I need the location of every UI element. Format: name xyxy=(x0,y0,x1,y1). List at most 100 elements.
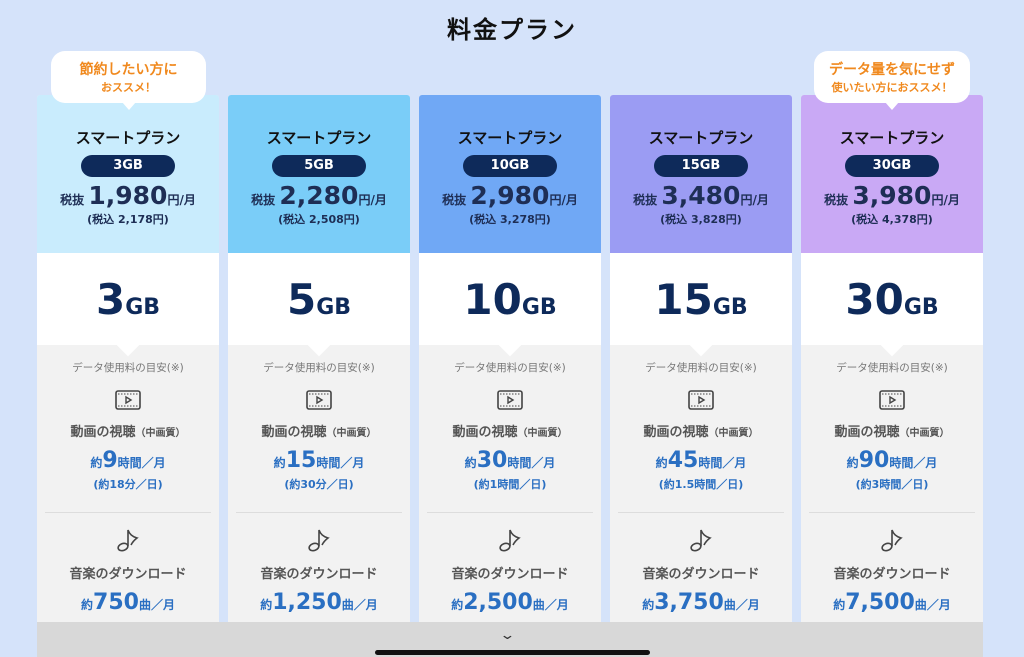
price-tax-in: (税込 2,508円) xyxy=(278,213,360,226)
gb-unit: GB xyxy=(316,295,352,320)
songs-unit: 曲／月 xyxy=(341,598,378,612)
price: 税抜 2,980円/月 xyxy=(419,181,601,210)
usage-note: データ使用料の目安(※) xyxy=(836,362,948,374)
approx-label: 約 xyxy=(833,598,846,612)
gb-unit: GB xyxy=(125,295,161,320)
video-hours: 9 xyxy=(102,448,118,473)
plan-header: スマートプラン 30GB 税抜 3,980円/月 (税込 4,378円) xyxy=(801,95,983,253)
price-unit: 円/月 xyxy=(167,193,196,207)
plan-card: スマートプラン 5GB 税抜 2,280円/月 (税込 2,508円) 5GB … xyxy=(228,95,410,622)
approx-label: 約 xyxy=(846,456,859,470)
songs-count: 3,750 xyxy=(654,590,724,615)
gb-value: 5 xyxy=(286,275,317,324)
data-amount: 5GB xyxy=(228,253,410,345)
plan-badge: 15GB xyxy=(654,155,748,177)
plan-header: スマートプラン 5GB 税抜 2,280円/月 (税込 2,508円) xyxy=(228,95,410,253)
songs-count: 7,500 xyxy=(845,590,915,615)
music-label: 音楽のダウンロード xyxy=(69,567,187,582)
hours-unit: 時間／月 xyxy=(698,456,747,470)
plan-card: スマートプラン 3GB 税抜 1,980円/月 (税込 2,178円) 3GB … xyxy=(37,95,219,622)
divider xyxy=(236,512,402,513)
bubble-line: おススメ！ xyxy=(101,81,156,94)
video-label: 動画の視聴 xyxy=(643,425,709,440)
music-note-icon xyxy=(881,529,903,552)
video-per-day: (約1.5時間／日) xyxy=(658,478,744,491)
page-title: 料金プラン xyxy=(447,16,577,44)
video-label: 動画の視聴 xyxy=(834,425,900,440)
approx-label: 約 xyxy=(273,456,286,470)
gb-value: 3 xyxy=(95,275,126,324)
plan-badge: 10GB xyxy=(463,155,557,177)
divider xyxy=(427,512,593,513)
video-quality: （中画質） xyxy=(708,428,759,439)
video-quality: （中画質） xyxy=(517,428,568,439)
music-label: 音楽のダウンロード xyxy=(451,567,569,582)
tax-ex-label: 税抜 xyxy=(633,193,658,207)
price-value: 1,980 xyxy=(88,181,168,210)
approx-label: 約 xyxy=(464,456,477,470)
gb-value: 10 xyxy=(463,275,522,324)
gb-unit: GB xyxy=(712,295,748,320)
approx-label: 約 xyxy=(655,456,668,470)
video-hours: 15 xyxy=(285,448,317,473)
gb-value: 30 xyxy=(845,275,904,324)
chevron-down-icon[interactable]: ⌄ xyxy=(499,628,516,643)
plan-name: スマートプラン xyxy=(648,129,754,147)
plan-header: スマートプラン 10GB 税抜 2,980円/月 (税込 3,278円) xyxy=(419,95,601,253)
gb-value: 15 xyxy=(654,275,713,324)
music-note-icon xyxy=(117,529,139,552)
songs-count: 750 xyxy=(93,590,139,615)
price-unit: 円/月 xyxy=(358,193,387,207)
plan-badge: 3GB xyxy=(81,155,175,177)
gb-unit: GB xyxy=(521,295,557,320)
video-per-day: (約18分／日) xyxy=(93,478,163,491)
hours-unit: 時間／月 xyxy=(316,456,365,470)
price-value: 2,980 xyxy=(470,181,550,210)
price: 税抜 1,980円/月 xyxy=(37,181,219,210)
usage-note: データ使用料の目安(※) xyxy=(72,362,184,374)
price-tax-in: (税込 4,378円) xyxy=(851,213,933,226)
video-icon xyxy=(688,390,714,410)
music-label: 音楽のダウンロード xyxy=(260,567,378,582)
bubble-line: 使いたい方におススメ！ xyxy=(831,81,953,94)
plan-card: スマートプラン 15GB 税抜 3,480円/月 (税込 3,828円) 15G… xyxy=(610,95,792,622)
price-value: 3,980 xyxy=(852,181,932,210)
video-per-day: (約30分／日) xyxy=(284,478,354,491)
music-label: 音楽のダウンロード xyxy=(642,567,760,582)
video-hours: 90 xyxy=(858,448,890,473)
hours-unit: 時間／月 xyxy=(507,456,556,470)
data-amount: 15GB xyxy=(610,253,792,345)
approx-label: 約 xyxy=(81,598,94,612)
approx-label: 約 xyxy=(260,598,273,612)
price-tax-in: (税込 2,178円) xyxy=(87,213,169,226)
tax-ex-label: 税抜 xyxy=(442,193,467,207)
divider xyxy=(45,512,211,513)
video-quality: （中画質） xyxy=(899,428,950,439)
usage-note: データ使用料の目安(※) xyxy=(263,362,375,374)
price-tax-in: (税込 3,828円) xyxy=(660,213,742,226)
plan-card: スマートプラン 30GB 税抜 3,980円/月 (税込 4,378円) 30G… xyxy=(801,95,983,622)
music-note-icon xyxy=(499,529,521,552)
price-value: 3,480 xyxy=(661,181,741,210)
songs-count: 1,250 xyxy=(272,590,342,615)
music-note-icon xyxy=(308,529,330,552)
usage-note: データ使用料の目安(※) xyxy=(645,362,757,374)
home-indicator xyxy=(375,650,650,655)
approx-label: 約 xyxy=(451,598,464,612)
hours-unit: 時間／月 xyxy=(889,456,938,470)
songs-unit: 曲／月 xyxy=(723,598,760,612)
music-label: 音楽のダウンロード xyxy=(833,567,951,582)
video-hours: 45 xyxy=(667,448,699,473)
data-amount: 3GB xyxy=(37,253,219,345)
tax-ex-label: 税抜 xyxy=(251,193,276,207)
approx-label: 約 xyxy=(90,456,103,470)
price: 税抜 3,980円/月 xyxy=(801,181,983,210)
video-quality: （中画質） xyxy=(135,428,186,439)
price-unit: 円/月 xyxy=(931,193,960,207)
plan-badge: 5GB xyxy=(272,155,366,177)
video-icon xyxy=(497,390,523,410)
plan-badge: 30GB xyxy=(845,155,939,177)
plan-card: スマートプラン 10GB 税抜 2,980円/月 (税込 3,278円) 10G… xyxy=(419,95,601,622)
plan-header: スマートプラン 3GB 税抜 1,980円/月 (税込 2,178円) xyxy=(37,95,219,253)
price-unit: 円/月 xyxy=(740,193,769,207)
